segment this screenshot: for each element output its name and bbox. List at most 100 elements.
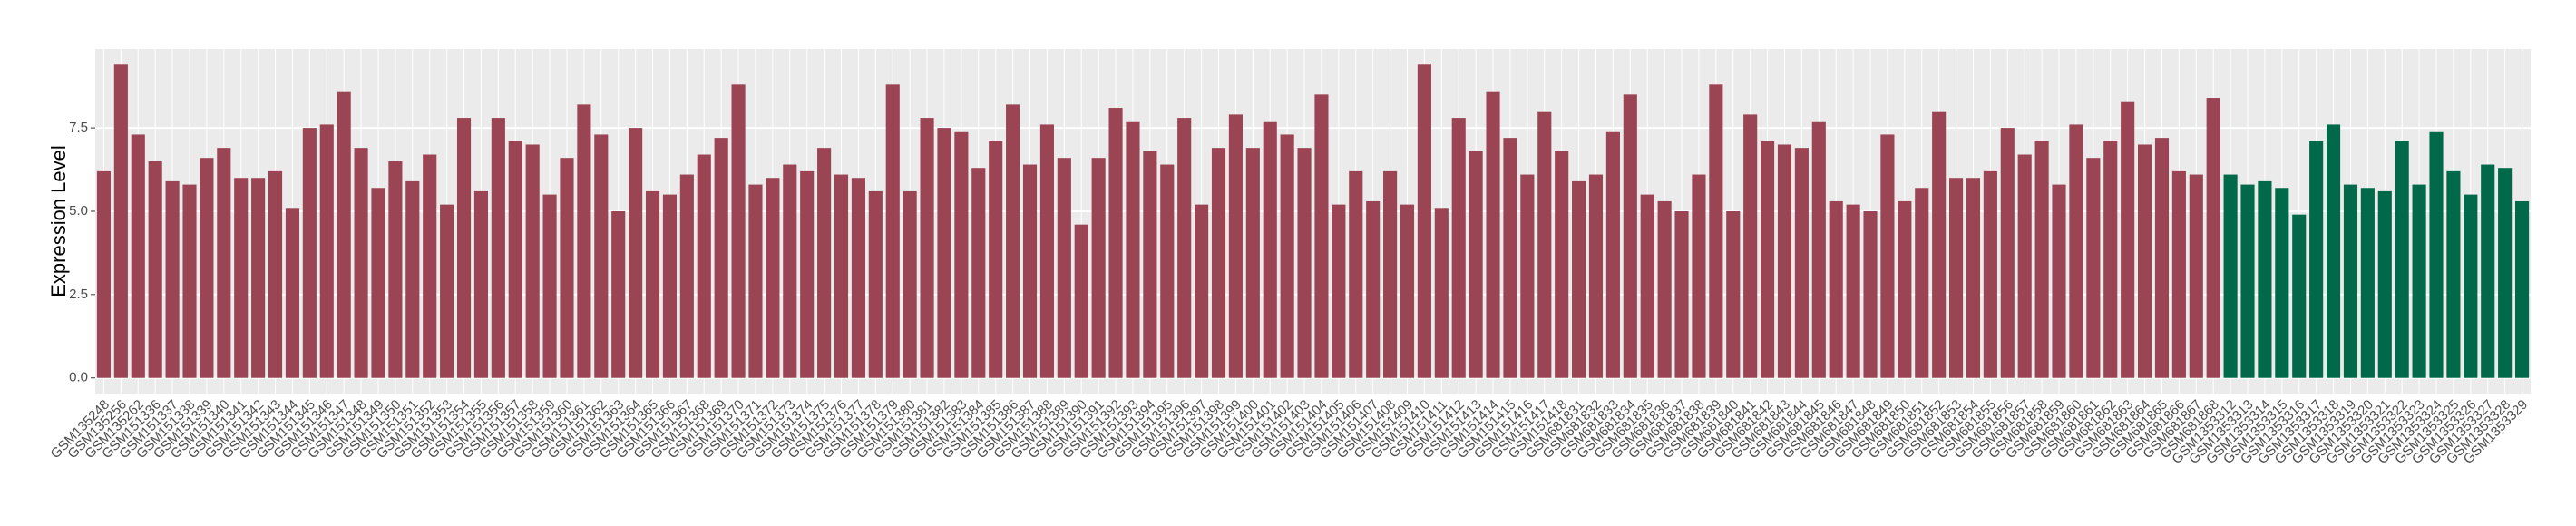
bar — [748, 184, 763, 378]
y-tick-label: 7.5 — [69, 120, 88, 135]
bar — [2171, 170, 2186, 378]
bar — [2206, 98, 2220, 378]
bar — [1451, 118, 1466, 378]
bar — [1572, 180, 1586, 378]
bar — [645, 190, 660, 378]
bar — [2103, 141, 2118, 378]
bar — [679, 174, 694, 378]
bar — [1263, 121, 1277, 378]
bar — [954, 131, 969, 378]
bar — [1794, 148, 1809, 378]
bar — [1022, 164, 1038, 378]
bar — [2034, 141, 2049, 378]
bar — [1709, 84, 1723, 378]
bar — [165, 180, 180, 378]
bar — [1006, 104, 1020, 378]
bar — [2395, 141, 2409, 378]
bar — [1657, 200, 1672, 378]
bar — [851, 178, 865, 378]
bar — [594, 134, 609, 378]
bar — [2223, 174, 2238, 378]
bar — [337, 91, 351, 378]
bar — [2069, 124, 2083, 378]
bar — [113, 64, 128, 378]
y-tick-label: 5.0 — [69, 203, 88, 219]
bar — [1588, 174, 1604, 378]
bar — [2498, 168, 2513, 378]
bar — [903, 190, 917, 378]
bar — [1314, 94, 1329, 378]
bar — [2464, 194, 2478, 378]
bar — [1195, 204, 1209, 378]
bar — [1915, 188, 1929, 378]
bar — [1846, 204, 1860, 378]
bar — [1126, 121, 1140, 378]
bar — [2309, 141, 2324, 378]
bar — [1966, 178, 1981, 378]
bar — [1623, 94, 1637, 378]
bar — [1417, 64, 1431, 378]
bar — [2377, 190, 2392, 378]
bar — [2137, 144, 2152, 378]
bar — [611, 210, 626, 378]
bar — [491, 118, 505, 378]
bar — [1537, 111, 1552, 378]
bar — [834, 174, 849, 378]
bar — [1520, 174, 1535, 378]
bar — [2240, 184, 2255, 378]
bar — [697, 154, 711, 378]
bar — [473, 190, 489, 378]
bar — [1211, 148, 1226, 378]
bar — [371, 188, 385, 378]
bar — [131, 134, 145, 378]
bar — [1366, 200, 1381, 378]
bar — [1383, 170, 1398, 378]
bar — [629, 128, 643, 378]
bar — [200, 158, 214, 378]
bar — [1898, 200, 1912, 378]
bar — [989, 141, 1003, 378]
bar — [217, 148, 231, 378]
bar — [1932, 111, 1947, 378]
bar — [1777, 144, 1792, 378]
bar — [251, 178, 266, 378]
bar — [182, 184, 197, 378]
bar — [1811, 121, 1826, 378]
bar — [2000, 128, 2015, 378]
bar — [2446, 170, 2461, 378]
bar — [1863, 210, 1878, 378]
bar — [542, 194, 557, 378]
bar — [1949, 178, 1964, 378]
bar — [971, 168, 986, 378]
bar — [731, 84, 746, 378]
y-tick-label: 0.0 — [69, 370, 88, 385]
bar — [783, 164, 797, 378]
bar — [1640, 194, 1654, 378]
bar — [508, 141, 522, 378]
bar — [96, 170, 112, 378]
bar — [456, 118, 472, 378]
bar — [423, 154, 437, 378]
bar — [1039, 124, 1054, 378]
bar — [1469, 151, 1483, 378]
bar — [1143, 151, 1157, 378]
bar — [1486, 91, 1500, 378]
bar — [1074, 224, 1088, 378]
bar — [1177, 118, 1192, 378]
bar — [2154, 138, 2170, 378]
bar — [2412, 184, 2426, 378]
bar — [2258, 180, 2272, 378]
bar — [1555, 151, 1569, 378]
bar — [1245, 148, 1260, 378]
bar — [1160, 164, 1175, 378]
y-axis-title: Expression Level — [47, 145, 70, 297]
bar — [1605, 131, 1620, 378]
bar — [1692, 174, 1706, 378]
bar — [1829, 200, 1843, 378]
bar — [885, 84, 900, 378]
bar — [440, 204, 454, 378]
y-tick-label: 2.5 — [69, 287, 88, 302]
bar — [577, 104, 591, 378]
